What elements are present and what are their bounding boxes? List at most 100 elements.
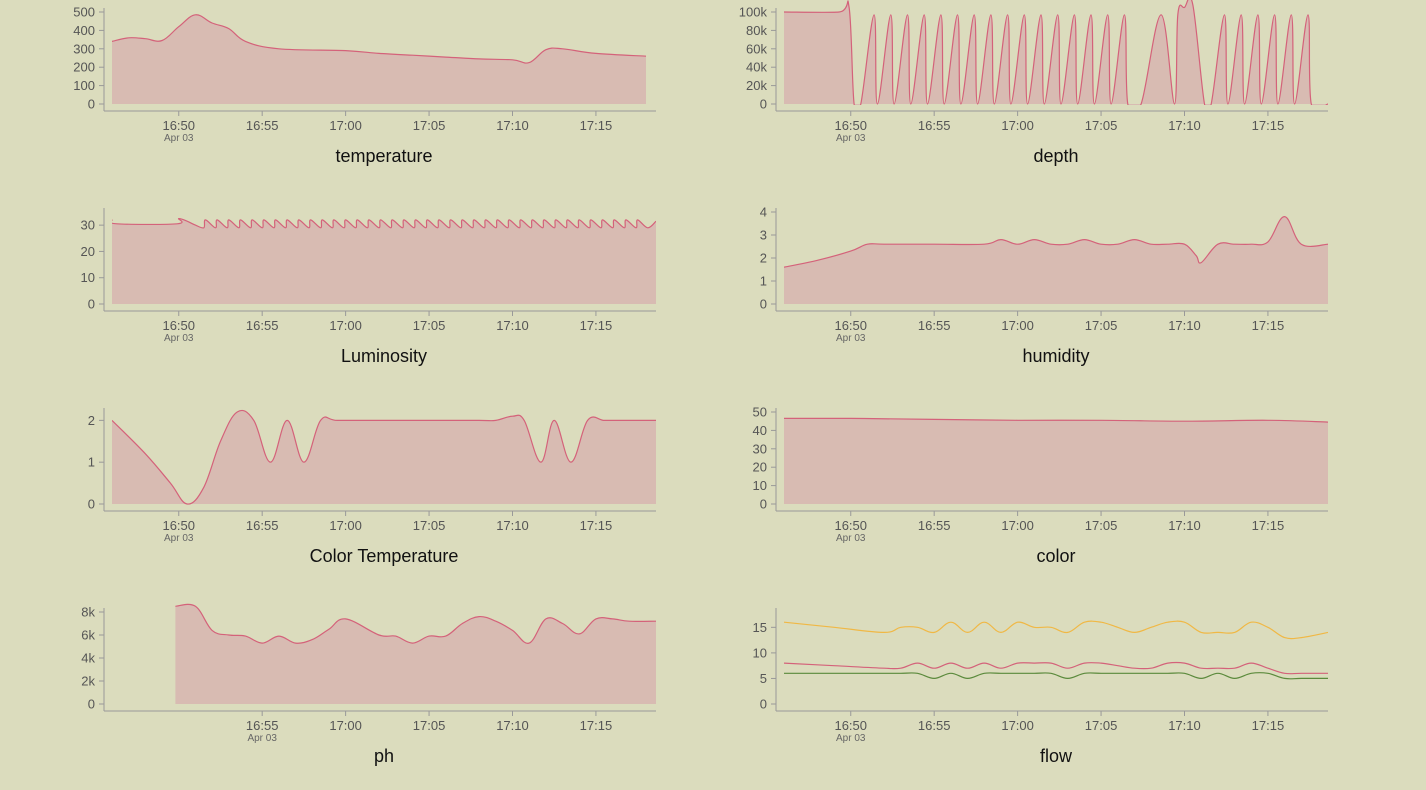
data-point [378,634,379,635]
series-line [784,417,1328,423]
x-date-label: Apr 03 [164,133,194,144]
data-point [783,11,784,12]
data-point [328,629,329,630]
data-point [1167,663,1168,664]
data-point [635,227,636,228]
y-tick-label: 20 [81,244,95,259]
chart-title: depth [1033,146,1079,166]
series-0 [112,14,647,104]
series-0 [112,217,656,304]
chart-title: Color Temperature [309,546,459,566]
y-tick-label: 30 [81,218,95,233]
data-point [1311,103,1312,104]
area-fill [112,410,656,505]
data-point [1067,668,1068,669]
series-2 [783,672,1328,680]
data-point [637,219,638,220]
data-point [278,636,279,637]
area-fill [784,216,1328,304]
data-point [990,14,991,15]
data-point [1227,103,1228,104]
data-point [1090,14,1091,15]
y-tick-label: 0 [760,297,767,312]
y-tick-label: 0 [760,497,767,512]
data-point [187,221,188,222]
data-point [1050,244,1051,245]
data-point [367,227,368,228]
data-point [403,219,404,220]
data-point [285,227,286,228]
data-point [950,622,951,623]
x-tick-label: 16:55 [246,118,279,133]
chart-panel-color: 0 10 20 30 40 50 16:50 Apr 03 16:55 17:00 17:05 17:… [720,400,1392,590]
x-date-label: Apr 03 [247,733,277,744]
data-point [1234,244,1235,245]
data-point [1301,678,1302,679]
data-point [308,227,309,228]
x-tick-label: 17:15 [580,118,613,133]
data-point [1101,420,1102,421]
y-tick-label: 10 [81,270,95,285]
data-point [554,227,555,228]
y-tick-label: 0 [760,697,767,712]
data-point [984,622,985,623]
x-tick-label: 16:50 [834,718,867,733]
chart-title: flow [1039,746,1072,766]
data-point [1127,103,1128,104]
x-date-label: Apr 03 [836,133,866,144]
data-point [484,227,485,228]
data-point [378,53,379,54]
data-point [994,103,995,104]
data-point [1101,663,1102,664]
data-point [587,420,588,421]
data-point [600,227,601,228]
data-point [1040,14,1041,15]
data-point [1184,622,1185,623]
data-point [170,483,171,484]
data-point [1284,678,1285,679]
x-tick-label: 17:05 [413,518,446,533]
data-point [1117,627,1118,628]
y-tick-label: 500 [73,5,95,20]
chart-title: humidity [1022,346,1090,366]
data-point [1177,14,1178,15]
data-point [1234,632,1235,633]
data-point [1167,244,1168,245]
data-point [1077,103,1078,104]
y-tick-label: 20k [746,78,767,93]
data-point [1174,103,1175,104]
data-point [1184,663,1185,664]
data-point [614,219,615,220]
data-point [1067,678,1068,679]
data-point [1217,244,1218,245]
data-point [1084,239,1085,240]
data-point [1327,678,1328,679]
data-point [783,673,784,674]
data-point [894,103,895,104]
data-point [212,22,213,23]
y-tick-label: 80k [746,23,767,38]
data-point [1151,673,1152,674]
data-point [570,462,571,463]
data-point [1084,622,1085,623]
data-point [512,416,513,417]
data-point [850,418,851,419]
data-point [1117,244,1118,245]
data-point [1000,668,1001,669]
x-tick-label: 17:00 [1001,318,1034,333]
x-tick-label: 16:50 [834,318,867,333]
y-tick-label: 10 [753,478,767,493]
data-point [950,663,951,664]
data-point [520,219,521,220]
data-point [485,219,486,220]
data-point [303,462,304,463]
data-point [1034,239,1035,240]
data-point [900,668,901,669]
data-point [1301,637,1302,638]
data-point [111,420,112,421]
data-point [524,420,525,421]
data-point [195,606,196,607]
data-point [565,227,566,228]
data-point [612,618,613,619]
data-point [462,623,463,624]
